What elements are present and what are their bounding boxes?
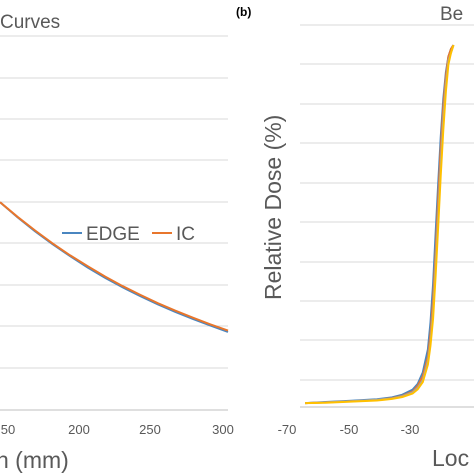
- panel-b-x-ticks: -70 -50 -30: [278, 422, 420, 437]
- panel-a-series: [0, 201, 229, 333]
- legend-label-ic: IC: [176, 224, 195, 245]
- panel-b: (b) Be Relative Dose (%) -70 -50 -30 Loc: [236, 4, 474, 471]
- legend-label-edge: EDGE: [86, 224, 140, 245]
- panel-a-series-ic: [0, 201, 229, 332]
- panel-a-x-tick-label: 200: [68, 422, 90, 437]
- panel-a: Curves 50 200 250 300 h (mm) EDGE IC: [0, 12, 234, 473]
- panel-a-title: Curves: [0, 12, 60, 33]
- panel-a-grid: [0, 35, 228, 411]
- panel-b-tag: (b): [236, 5, 251, 19]
- panel-b-x-tick-label: -50: [340, 422, 359, 437]
- panel-b-x-axis-title: Loc: [432, 445, 469, 471]
- panel-b-x-tick-label: -30: [401, 422, 420, 437]
- panel-b-series: [305, 44, 455, 405]
- panel-b-y-axis-title: Relative Dose (%): [260, 115, 286, 300]
- panel-b-series-4: [305, 44, 455, 405]
- panel-b-series-1: [305, 44, 455, 405]
- panel-a-x-tick-label: 300: [212, 422, 234, 437]
- panel-b-title: Be: [440, 4, 463, 25]
- panel-a-x-ticks: 50 200 250 300: [1, 422, 234, 437]
- panel-a-x-tick-label: 50: [1, 422, 15, 437]
- panel-b-series-2: [305, 44, 455, 405]
- panel-b-series-3: [305, 44, 455, 405]
- panel-a-series-edge: [0, 201, 229, 333]
- panel-b-x-tick-label: -70: [278, 422, 297, 437]
- panel-a-x-tick-label: 250: [139, 422, 161, 437]
- panel-a-legend: EDGE IC: [62, 224, 195, 245]
- panel-b-grid: [300, 24, 474, 408]
- panel-a-x-axis-title: h (mm): [0, 447, 69, 473]
